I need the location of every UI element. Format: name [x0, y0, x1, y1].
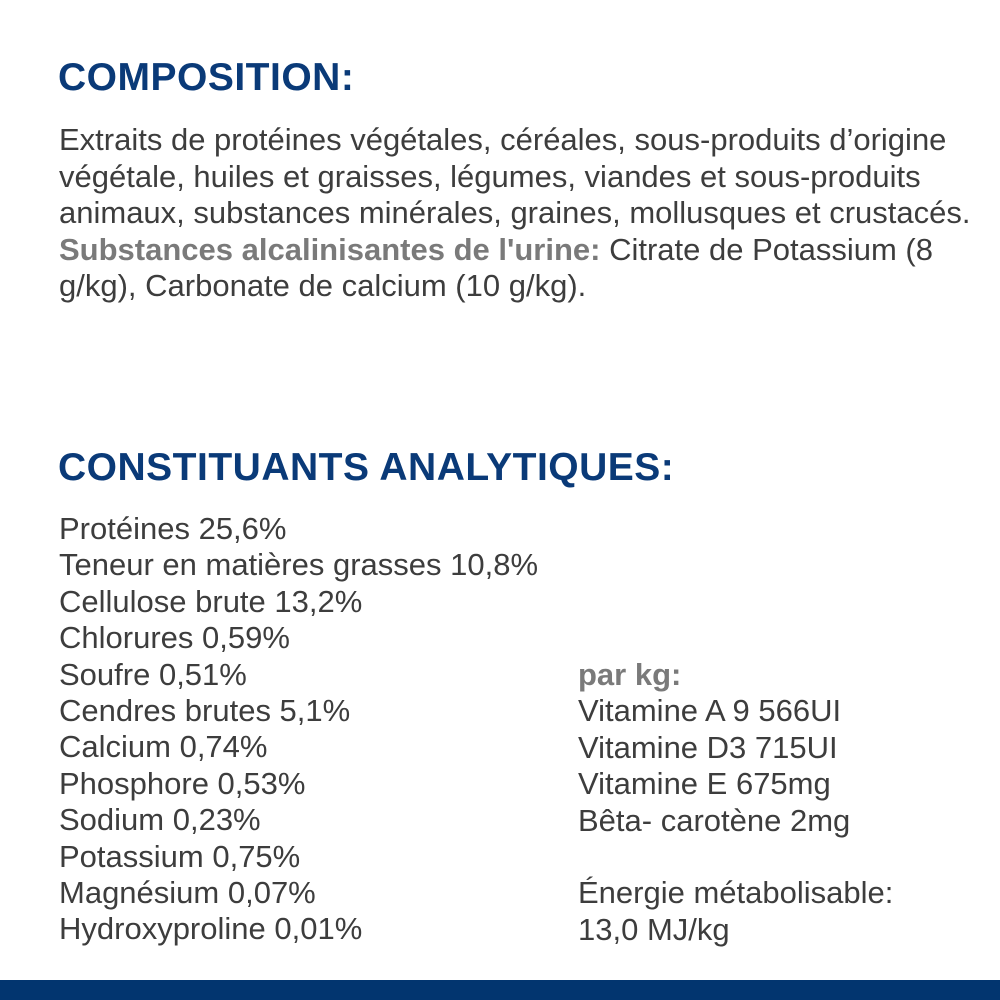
- list-item: Hydroxyproline 0,01%: [59, 911, 363, 947]
- list-item: Vitamine E 675mg: [578, 766, 831, 802]
- list-item: Vitamine A 9 566UI: [578, 693, 842, 729]
- composition-text: Extraits de protéines végétales, céréale…: [59, 122, 979, 305]
- per-kg-list: par kg: Vitamine A 9 566UI Vitamine D3 7…: [578, 657, 893, 948]
- energy-value: 13,0 MJ/kg: [578, 911, 730, 947]
- composition-ingredients: Extraits de protéines végétales, céréale…: [59, 122, 971, 231]
- list-item: Phosphore 0,53%: [59, 765, 306, 801]
- footer-bar: [0, 980, 1000, 1000]
- list-item: Protéines 25,6%: [59, 511, 287, 546]
- list-item: Sodium 0,23%: [59, 802, 261, 838]
- analytical-heading: CONSTITUANTS ANALYTIQUES:: [58, 446, 675, 489]
- alkaline-text: Citrate de Potassium (8 g/kg), Carbonate…: [59, 231, 933, 304]
- list-item: Soufre 0,51%: [59, 656, 247, 692]
- list-item: Chlorures 0,59%: [59, 620, 290, 656]
- list-item: Magnésium 0,07%: [59, 875, 316, 911]
- list-item: Vitamine D3 715UI: [578, 729, 838, 765]
- list-item: Teneur en matières grasses 10,8%: [59, 547, 539, 583]
- list-item: Cendres brutes 5,1%: [59, 693, 351, 729]
- energy-label: Énergie métabolisable:: [578, 875, 894, 911]
- composition-heading: COMPOSITION:: [58, 56, 355, 99]
- list-item: Potassium 0,75%: [59, 838, 301, 874]
- list-item: Bêta- carotène 2mg: [578, 802, 851, 838]
- per-kg-label: par kg:: [578, 657, 682, 692]
- list-item: Cellulose brute 13,2%: [59, 583, 363, 619]
- alkaline-label: Substances alcalinisantes de l'urine:: [59, 231, 601, 267]
- list-item: Calcium 0,74%: [59, 729, 268, 765]
- analytical-list: Protéines 25,6% Teneur en matières grass…: [59, 511, 538, 948]
